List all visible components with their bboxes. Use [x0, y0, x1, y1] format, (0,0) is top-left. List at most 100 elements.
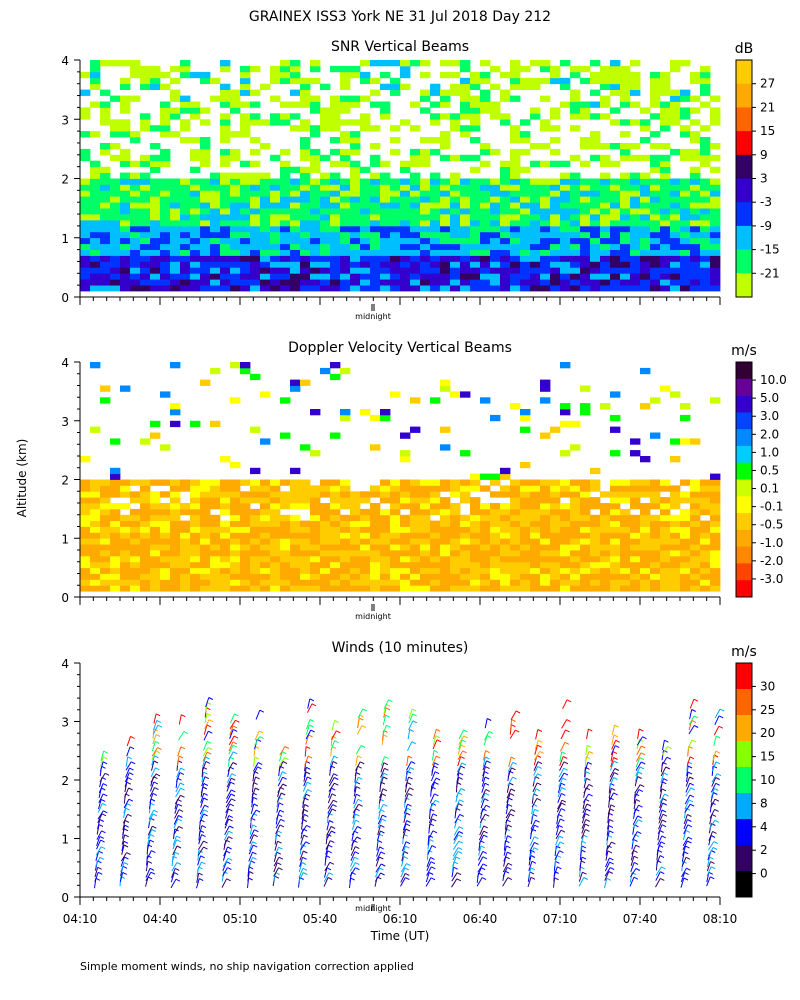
- wind-barb-flag: [233, 735, 239, 739]
- heatmap-cell: [650, 237, 661, 245]
- heatmap-cell: [350, 279, 361, 286]
- wind-barb-flag: [428, 834, 434, 838]
- wind-barb-flag: [485, 750, 490, 754]
- wind-barb-shaft: [199, 813, 205, 824]
- wind-barb: [529, 836, 539, 847]
- heatmap-cell: [440, 249, 451, 256]
- heatmap-cell: [340, 279, 351, 286]
- heatmap-cell: [250, 89, 261, 96]
- heatmap-cell: [650, 432, 661, 439]
- heatmap-cell: [140, 249, 151, 256]
- wind-barb: [122, 813, 132, 824]
- wind-barb-flag: [458, 803, 463, 807]
- wind-barb-flag: [302, 872, 308, 875]
- heatmap-cell: [190, 567, 201, 574]
- heatmap-cell: [170, 184, 181, 191]
- wind-barb-flag: [284, 746, 290, 749]
- heatmap-cell: [360, 220, 371, 227]
- wind-barb-flag: [560, 829, 566, 833]
- wind-barb: [175, 772, 185, 783]
- snr-panel: SNR Vertical Beams01234midnightdB2721159…: [61, 39, 779, 321]
- heatmap-cell: [280, 532, 291, 539]
- wind-barb: [254, 736, 264, 746]
- heatmap-cell: [340, 555, 351, 563]
- heatmap-cell: [510, 237, 521, 245]
- wind-barb: [222, 857, 233, 868]
- wind-barb-shaft: [228, 751, 234, 761]
- heatmap-cell: [390, 148, 401, 156]
- heatmap-cell: [290, 261, 301, 268]
- wind-barb-shaft: [555, 835, 560, 846]
- heatmap-cell: [670, 202, 681, 209]
- heatmap-cell: [650, 497, 661, 504]
- wind-barb: [480, 798, 489, 809]
- wind-barb-flag: [405, 797, 410, 801]
- colorbar-tick-label: -3.0: [760, 572, 783, 586]
- heatmap-cell: [490, 184, 501, 191]
- heatmap-cell: [310, 107, 321, 114]
- wind-barb-flag: [460, 756, 465, 760]
- heatmap-cell: [90, 249, 101, 256]
- heatmap-cell: [440, 520, 451, 527]
- heatmap-cell: [620, 579, 631, 586]
- heatmap-cell: [680, 544, 691, 551]
- wind-barb-shaft: [400, 867, 406, 878]
- heatmap-cell: [100, 113, 111, 120]
- heatmap-cell: [140, 208, 151, 215]
- wind-barb-flag: [204, 776, 210, 780]
- heatmap-cell: [630, 561, 641, 569]
- heatmap-cell: [180, 107, 191, 114]
- heatmap-cell: [210, 526, 221, 533]
- heatmap-cell: [560, 561, 571, 569]
- heatmap-cell: [90, 497, 101, 504]
- heatmap-cell: [250, 243, 261, 250]
- wind-barb: [508, 756, 516, 767]
- heatmap-cell: [490, 544, 501, 551]
- heatmap-cell: [570, 231, 581, 239]
- wind-barb: [329, 761, 338, 772]
- heatmap-cell: [420, 497, 431, 504]
- heatmap-cell: [380, 514, 391, 522]
- heatmap-cell: [640, 184, 651, 191]
- heatmap-cell: [410, 520, 421, 527]
- heatmap-cell: [460, 202, 471, 209]
- heatmap-cell: [500, 231, 511, 239]
- heatmap-cell: [220, 561, 231, 569]
- wind-barb: [98, 783, 108, 794]
- wind-barb-shaft: [119, 872, 124, 883]
- wind-barb-flag: [95, 877, 101, 881]
- heatmap-cell: [280, 231, 291, 239]
- heatmap-cell: [250, 190, 261, 197]
- heatmap-cell: [210, 285, 221, 292]
- heatmap-cell: [460, 101, 471, 108]
- heatmap-cell: [90, 178, 101, 185]
- wind-barb-shaft: [407, 741, 413, 751]
- wind-barb-flag: [563, 761, 569, 765]
- wind-barb-shaft: [331, 720, 336, 731]
- wind-barb-shaft: [403, 807, 408, 818]
- heatmap-cell: [620, 225, 631, 233]
- heatmap-cell: [500, 166, 511, 173]
- heatmap-cell: [520, 567, 531, 574]
- heatmap-cell: [390, 77, 401, 85]
- heatmap-cell: [650, 550, 661, 557]
- heatmap-cell: [610, 555, 621, 563]
- heatmap-cell: [560, 544, 571, 551]
- heatmap-cell: [410, 426, 421, 433]
- wind-barb-flag: [405, 845, 410, 849]
- colorbar-tick-label: -2.0: [760, 554, 783, 568]
- heatmap-cell: [640, 456, 651, 463]
- heatmap-cell: [150, 184, 161, 191]
- heatmap-cell: [490, 113, 501, 120]
- heatmap-cell: [640, 526, 651, 533]
- heatmap-cell: [260, 196, 271, 203]
- wind-barb-flag: [482, 863, 488, 867]
- heatmap-cell: [540, 60, 551, 67]
- wind-barb: [278, 761, 288, 771]
- wind-barb-shaft: [145, 871, 152, 881]
- heatmap-cell: [240, 532, 251, 539]
- wind-barb-shaft: [326, 813, 330, 824]
- heatmap-cell: [190, 225, 201, 233]
- heatmap-cell: [220, 154, 231, 162]
- heatmap-cell: [110, 273, 121, 280]
